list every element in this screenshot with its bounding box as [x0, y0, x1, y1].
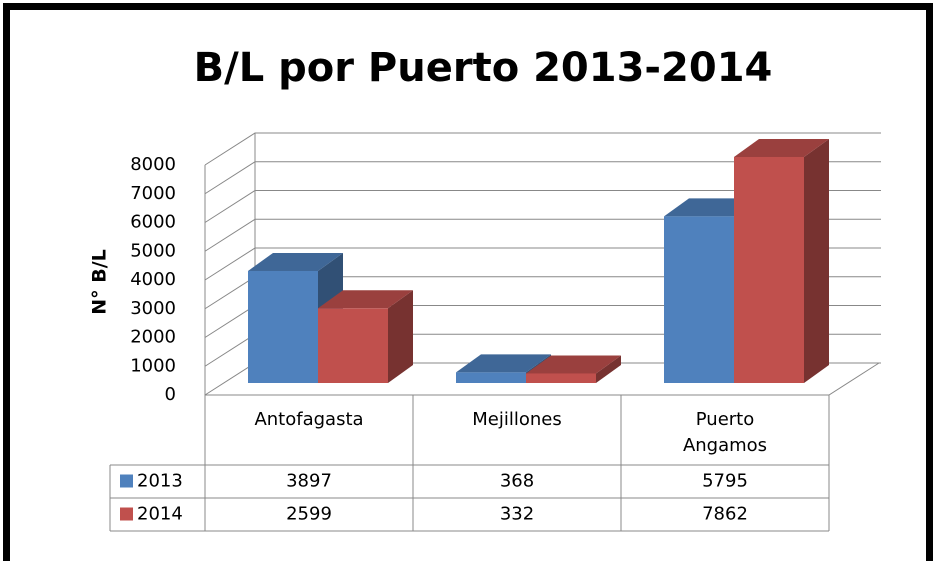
bar [456, 372, 526, 383]
table-value: 3897 [286, 471, 332, 492]
bar [526, 373, 596, 383]
bar [318, 308, 388, 383]
y-tick-label: 2000 [130, 327, 176, 348]
x-tick-label-box: Puerto Angamos [682, 409, 768, 456]
frame-top [3, 3, 933, 10]
legend-swatch [120, 474, 133, 488]
y-axis-label: N° B/L [89, 249, 111, 315]
bar-side [804, 138, 829, 383]
frame-right [926, 3, 933, 561]
x-tick-label: Puerto Angamos [682, 409, 768, 456]
legend-swatch [120, 507, 133, 521]
y-tick-label: 6000 [130, 212, 176, 233]
x-tick-label-box: Mejillones [472, 409, 562, 430]
bar [664, 216, 734, 383]
table-value: 368 [500, 471, 534, 492]
y-tick-label: 3000 [130, 298, 176, 319]
x-tick-label: Antofagasta [254, 409, 364, 430]
grid-line [204, 132, 881, 166]
table-value: 7862 [702, 504, 748, 525]
chart-title: B/L por Puerto 2013-2014 [194, 45, 773, 91]
legend-label: 2013 [137, 471, 183, 492]
table-value: 332 [500, 504, 534, 525]
bar-top [456, 354, 551, 373]
bar-side [596, 355, 621, 383]
y-tick-label: 5000 [130, 240, 176, 261]
legend-label: 2014 [137, 504, 183, 525]
grid-line [204, 190, 881, 223]
y-tick-label: 8000 [130, 154, 176, 175]
bar-top [526, 355, 621, 374]
y-tick-label: 1000 [130, 355, 176, 376]
frame-left [3, 3, 10, 561]
x-tick-label-box: Antofagasta [254, 409, 364, 430]
bar-top [734, 138, 829, 157]
bar-side [388, 290, 413, 383]
bar-top [248, 252, 343, 271]
table-value: 2599 [286, 504, 332, 525]
y-tick-label: 0 [165, 384, 176, 405]
y-tick-label: 7000 [130, 183, 176, 204]
bar [734, 156, 804, 383]
bar-top [318, 290, 413, 309]
grid-line [204, 161, 881, 195]
bar [248, 270, 318, 383]
x-tick-label: Mejillones [472, 409, 562, 430]
y-tick-label: 4000 [130, 269, 176, 290]
table-value: 5795 [702, 471, 748, 492]
